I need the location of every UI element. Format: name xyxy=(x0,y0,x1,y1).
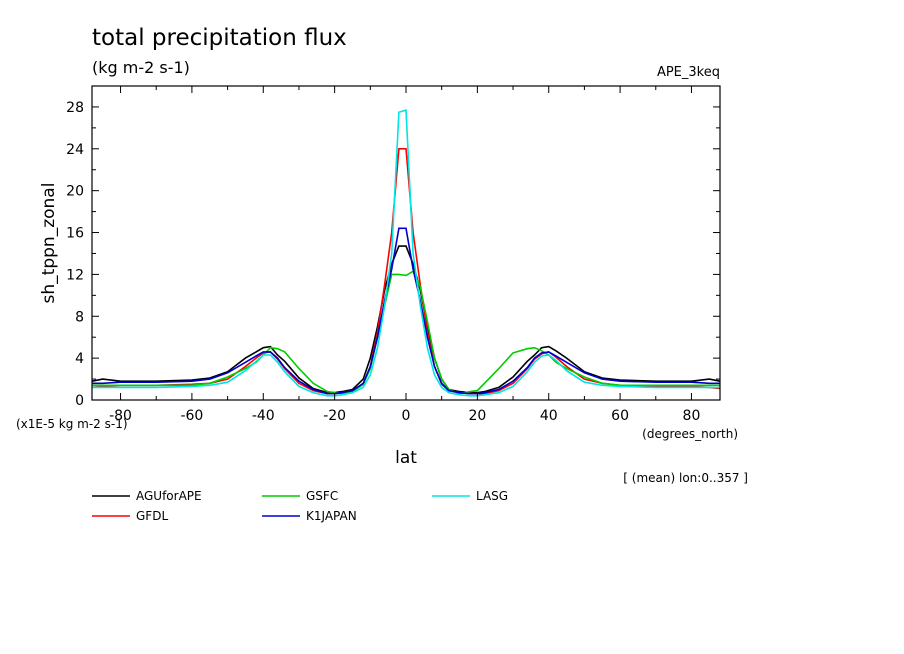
y-scale-note: (x1E-5 kg m-2 s-1) xyxy=(16,417,128,431)
y-tick-label: 24 xyxy=(66,142,84,158)
chart-subtitle: (kg m-2 s-1) xyxy=(92,58,190,77)
series-line-gfdl xyxy=(91,148,721,395)
y-tick-label: 12 xyxy=(66,267,84,283)
x-axis-label: lat xyxy=(395,448,417,468)
y-tick-label: 16 xyxy=(66,226,84,242)
footnote: [ (mean) lon:0..357 ] xyxy=(623,471,748,485)
y-tick-label: 4 xyxy=(75,351,84,367)
x-axis-units: (degrees_north) xyxy=(642,427,738,441)
x-tick-label: 80 xyxy=(683,408,701,424)
series-line-k1japan xyxy=(92,227,720,395)
x-tick-label: 60 xyxy=(611,408,629,424)
x-tick-label: 40 xyxy=(540,408,558,424)
series-line-aguforape xyxy=(91,245,721,394)
legend-label-lasg: LASG xyxy=(476,489,508,503)
plot-frame xyxy=(91,85,721,401)
chart-title: total precipitation flux xyxy=(92,25,347,51)
plot-lines xyxy=(91,109,721,397)
legend-label-k1japan: K1JAPAN xyxy=(306,509,357,523)
x-tick-label: -20 xyxy=(323,408,346,424)
series-line-lasg xyxy=(92,109,720,397)
x-tick-label: -60 xyxy=(180,408,203,424)
legend: AGUforAPE GFDL GSFC K1JAPAN LASG xyxy=(92,489,508,523)
y-tick-label: 0 xyxy=(75,393,84,409)
x-tick-label: -80 xyxy=(109,408,132,424)
x-tick-label: 20 xyxy=(468,408,486,424)
y-tick-label: 20 xyxy=(66,184,84,200)
legend-label-aguforape: AGUforAPE xyxy=(136,489,202,503)
legend-label-gsfc: GSFC xyxy=(306,489,338,503)
y-tick-label: 8 xyxy=(75,309,84,325)
x-tick-label: -40 xyxy=(252,408,275,424)
y-axis-label: sh_tppn_zonal xyxy=(39,183,59,304)
x-tick-label: 0 xyxy=(402,408,411,424)
y-tick-label: 28 xyxy=(66,100,84,116)
legend-label-gfdl: GFDL xyxy=(136,509,168,523)
series-line-gsfc xyxy=(92,270,720,395)
experiment-label: APE_3keq xyxy=(657,65,720,80)
axis-ticks: -80 -60 -40 -20 0 20 40 60 80 0 4 8 12 16 20 24 28 xyxy=(66,86,720,424)
